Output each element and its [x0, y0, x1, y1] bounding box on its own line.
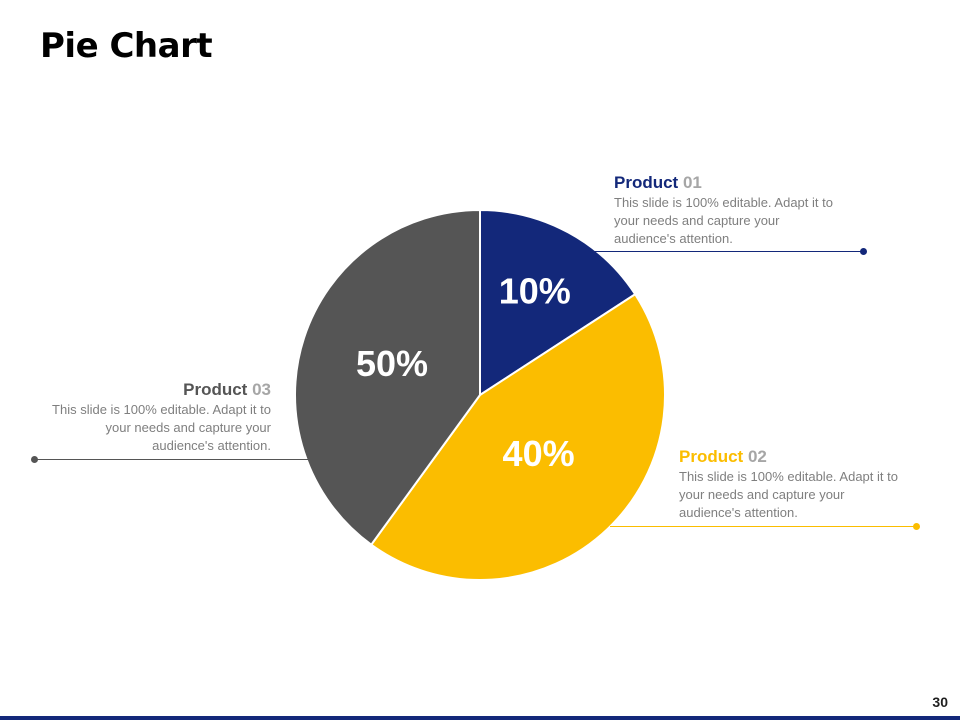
product-03-connector	[35, 459, 310, 460]
product-03-name: Product	[183, 380, 248, 399]
product-03-description: This slide is 100% editable. Adapt it to…	[52, 402, 271, 453]
product-03-label: Product 03 This slide is 100% editable. …	[41, 380, 271, 455]
product-02-description: This slide is 100% editable. Adapt it to…	[679, 469, 898, 520]
product-02-heading: Product 02	[679, 447, 909, 467]
pie-slice-product-02	[369, 292, 666, 581]
product-01-number: 01	[682, 173, 702, 192]
product-01-description: This slide is 100% editable. Adapt it to…	[614, 195, 833, 246]
product-01-dot	[860, 248, 867, 255]
product-02-dot	[913, 523, 920, 530]
pie-slice-label-product-01: 10%	[499, 271, 571, 312]
product-03-dot	[31, 456, 38, 463]
product-01-connector	[590, 251, 864, 252]
pie-slice-label-product-03: 50%	[356, 343, 428, 384]
product-02-label: Product 02 This slide is 100% editable. …	[679, 447, 909, 522]
pie-slice-product-03	[294, 208, 481, 547]
product-02-name: Product	[679, 447, 744, 466]
page-title: Pie Chart	[40, 26, 213, 66]
page-number: 30	[932, 694, 948, 710]
product-03-heading: Product 03	[41, 380, 271, 400]
product-03-number: 03	[252, 380, 271, 399]
product-01-heading: Product 01	[614, 173, 844, 193]
pie-slice-product-01	[479, 208, 637, 397]
product-02-connector	[610, 526, 917, 527]
bottom-bar	[0, 716, 960, 720]
product-02-number: 02	[747, 447, 767, 466]
pie-slice-label-product-02: 40%	[503, 433, 575, 474]
product-01-name: Product	[614, 173, 679, 192]
product-01-label: Product 01 This slide is 100% editable. …	[614, 173, 844, 248]
